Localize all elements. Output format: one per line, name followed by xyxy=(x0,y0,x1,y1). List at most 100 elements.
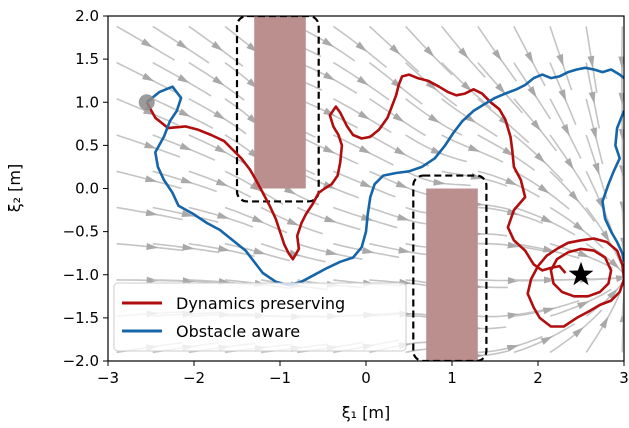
stream-arrow-2 xyxy=(146,276,159,284)
stream-arrow-114 xyxy=(540,214,554,224)
stream-arrow-76 xyxy=(394,146,407,156)
markers xyxy=(138,94,594,286)
stream-arrow-147 xyxy=(618,129,624,142)
stream-arrow-89 xyxy=(423,46,435,58)
stream-arrow-134 xyxy=(600,230,610,243)
series-line-0 xyxy=(145,73,567,274)
stream-arrow-34 xyxy=(251,215,265,224)
y-tick-label-8: 2.0 xyxy=(75,7,99,25)
stream-arrow-14 xyxy=(181,210,194,217)
stream-arrow-123 xyxy=(577,249,590,258)
attractor-star xyxy=(568,261,594,286)
stream-arrow-111 xyxy=(542,307,556,315)
stream-arrow-33 xyxy=(253,247,266,255)
stream-arrow-66 xyxy=(358,145,372,154)
stream-arrow-96 xyxy=(467,144,481,152)
y-tick-label-2: −1.0 xyxy=(63,266,99,284)
stream-arrow-109 xyxy=(492,49,502,62)
stream-arrow-58 xyxy=(323,71,336,81)
y-tick-label-3: −0.5 xyxy=(63,223,99,241)
stream-arrow-79 xyxy=(389,44,401,55)
stream-arrow-108 xyxy=(495,82,506,95)
stream-arrow-124 xyxy=(572,221,585,232)
stream-arrow-9 xyxy=(140,38,154,48)
stream-arrow-69 xyxy=(355,41,368,52)
stream-arrow-28 xyxy=(212,75,225,86)
legend-label-obstacle: Obstacle aware xyxy=(176,322,300,341)
stream-arrow-4 xyxy=(145,209,159,217)
stream-arrow-100 xyxy=(506,345,520,352)
stream-arrow-116 xyxy=(534,152,546,164)
stream-arrow-56 xyxy=(322,145,336,154)
series-line-1 xyxy=(526,237,624,328)
stream-arrow-105 xyxy=(505,177,518,186)
stream-arrow-19 xyxy=(176,39,189,50)
stream-arrow-136 xyxy=(592,162,600,176)
stream-arrow-3 xyxy=(146,243,159,250)
stream-arrow-101 xyxy=(507,312,520,320)
stream-arrow-12 xyxy=(182,277,195,285)
stream-arrow-26 xyxy=(214,144,227,154)
x-tick-label-5: 2 xyxy=(533,369,543,387)
series-line-4 xyxy=(601,110,624,263)
y-axis-label: ξ₂ [m] xyxy=(5,164,24,213)
stream-arrow-145 xyxy=(619,201,624,214)
stream-arrow-75 xyxy=(395,180,409,189)
obstacles xyxy=(235,16,488,361)
stream-arrow-131 xyxy=(607,288,618,300)
stream-arrow-125 xyxy=(568,190,579,202)
margin-0 xyxy=(235,16,320,203)
stream-arrow-53 xyxy=(325,248,338,256)
series-line-3 xyxy=(145,66,624,287)
stream-arrow-115 xyxy=(537,183,550,194)
margin-1 xyxy=(412,174,488,361)
x-axis: −3 −2 −1 0 1 2 3 xyxy=(97,361,629,387)
stream-arrow-149 xyxy=(618,56,624,69)
y-tick-label-7: 1.5 xyxy=(75,50,99,68)
stream-arrow-117 xyxy=(530,119,541,132)
stream-arrow-144 xyxy=(620,237,624,250)
obstacle-0 xyxy=(254,16,306,189)
stream-arrow-88 xyxy=(425,80,438,91)
stream-arrow-17 xyxy=(178,108,191,117)
stream-arrow-8 xyxy=(142,72,155,82)
stream-arrow-6 xyxy=(144,141,157,149)
stream-arrow-137 xyxy=(590,127,597,140)
x-tick-label-0: −3 xyxy=(97,369,119,387)
stream-arrow-99 xyxy=(458,47,469,59)
stream-arrow-59 xyxy=(321,37,334,47)
stream-arrow-54 xyxy=(324,215,337,223)
stream-arrow-13 xyxy=(182,243,195,251)
stream-arrow-126 xyxy=(564,157,574,170)
y-tick-label-5: 0.5 xyxy=(75,136,99,154)
stream-arrow-110 xyxy=(540,336,553,345)
stream-arrow-23 xyxy=(217,245,231,252)
series-line-2 xyxy=(549,247,613,298)
stream-arrow-57 xyxy=(323,107,336,117)
stream-arrow-133 xyxy=(608,258,620,270)
stream-arrow-87 xyxy=(427,113,440,124)
stream-arrow-120 xyxy=(572,327,584,338)
stream-arrow-130 xyxy=(599,316,609,329)
stream-arrow-106 xyxy=(502,146,515,157)
y-tick-label-4: 0.0 xyxy=(75,180,99,198)
obstacle-1 xyxy=(426,188,478,361)
y-tick-label-6: 1.0 xyxy=(75,93,99,111)
stream-arrow-119 xyxy=(524,51,534,64)
streamline-141 xyxy=(621,277,624,317)
stream-arrow-44 xyxy=(286,217,300,226)
stream-arrow-74 xyxy=(397,213,410,221)
stream-arrow-139 xyxy=(587,55,595,69)
x-tick-label-1: −2 xyxy=(183,369,205,387)
stream-arrow-16 xyxy=(179,142,192,151)
stream-arrow-65 xyxy=(359,179,373,188)
start-cluster xyxy=(138,94,155,111)
stream-arrow-129 xyxy=(556,53,564,67)
stream-arrow-77 xyxy=(392,112,405,123)
stream-arrow-73 xyxy=(398,246,411,254)
stream-arrow-18 xyxy=(177,74,190,84)
stream-arrow-85 xyxy=(433,178,446,186)
stream-arrow-5 xyxy=(144,175,158,183)
legend: Dynamics preserving Obstacle aware xyxy=(113,282,407,352)
